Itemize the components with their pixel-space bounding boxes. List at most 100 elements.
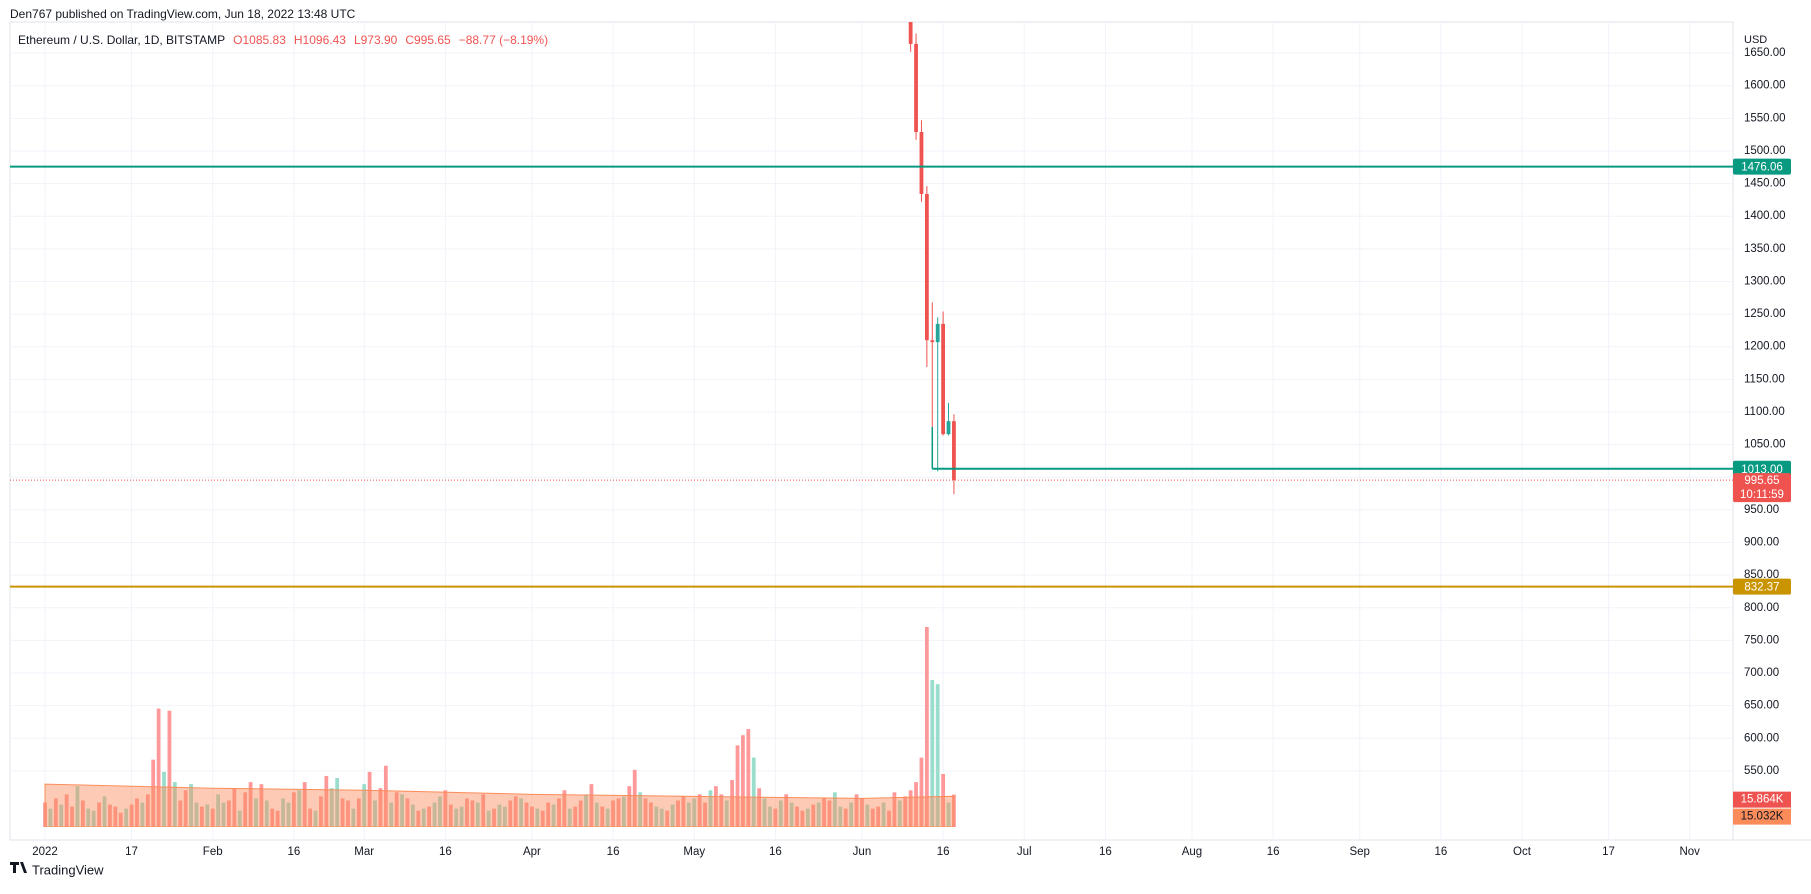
volume-bar (816, 802, 821, 827)
volume-bar (189, 784, 193, 827)
volume-bar (167, 710, 172, 827)
volume-bar (48, 808, 53, 827)
volume-bar (876, 806, 881, 827)
candle-body (908, 22, 913, 44)
volume-bar (443, 790, 448, 827)
volume-bar (53, 798, 58, 827)
volume-bar (805, 808, 810, 827)
volume-bar (324, 775, 329, 827)
volume-bar (881, 802, 886, 827)
volume-bar (221, 802, 226, 827)
volume-bar (351, 808, 356, 827)
volume-bar (172, 782, 177, 827)
candle-body (952, 421, 956, 481)
volume-bar (551, 804, 556, 827)
volume-bar (248, 782, 253, 827)
volume-bar (97, 802, 101, 827)
volume-bar (773, 808, 778, 827)
volume-bar (589, 784, 594, 827)
volume-bar (264, 800, 269, 827)
volume-bar (194, 802, 199, 827)
volume-bar (291, 792, 296, 827)
volume-bar (145, 794, 150, 827)
volume-bar (75, 786, 80, 827)
volume-bar (183, 790, 188, 827)
volume-bar (935, 684, 940, 827)
volume-bar (919, 757, 924, 827)
volume-bar (373, 800, 377, 827)
volume-bar (605, 808, 610, 827)
volume-bar (151, 759, 156, 827)
candle-body (946, 421, 951, 435)
y-tick-label: 600.00 (1744, 732, 1779, 744)
volume-bar (546, 802, 551, 827)
level-label: 1013.00 (1741, 464, 1783, 476)
volume-bar (719, 794, 724, 827)
volume-bar (448, 804, 453, 827)
volume-bar (108, 804, 112, 827)
volume-bar (578, 800, 583, 827)
x-tick-label: 16 (937, 846, 950, 858)
volume-ma-label-box (1733, 808, 1791, 825)
volume-bar (205, 804, 210, 827)
volume-bar (697, 794, 702, 827)
level-label-box (1733, 460, 1791, 477)
volume-bar (887, 810, 891, 827)
legend-open: O1085.83 (233, 33, 286, 47)
volume-bar (800, 810, 805, 827)
volume-bar (686, 802, 691, 827)
volume-bar (113, 806, 118, 827)
volume-bar (665, 810, 670, 827)
volume-bar (70, 806, 74, 827)
level-label-box (1733, 158, 1791, 175)
volume-bar (421, 808, 426, 827)
volume-bar (438, 796, 442, 827)
volume-bar (232, 788, 237, 827)
legend-close: C995.65 (405, 33, 451, 47)
volume-bar (854, 794, 859, 827)
volume-bar (535, 808, 540, 827)
volume-bar (573, 806, 578, 827)
volume-bar (659, 808, 664, 827)
y-tick-label: 1100.00 (1744, 406, 1785, 418)
legend-change: −88.77 (−8.19%) (459, 33, 548, 47)
volume-bar (557, 798, 561, 827)
level-label: 832.37 (1744, 582, 1779, 594)
volume-bar (584, 794, 588, 827)
volume-bar (367, 771, 372, 827)
volume-bar (562, 790, 567, 827)
volume-bar (102, 796, 107, 827)
volume-bar (80, 800, 85, 827)
x-tick-label: Oct (1513, 846, 1532, 858)
volume-bar (200, 806, 204, 827)
volume-bar (703, 802, 707, 827)
plot-frame (9, 21, 1734, 841)
candle-body (924, 194, 929, 341)
volume-bar (638, 792, 643, 827)
volume-bar (622, 796, 626, 827)
volume-bar (210, 808, 215, 827)
candle-body (941, 323, 945, 435)
volume-bar (519, 798, 523, 827)
volume-bar (156, 708, 161, 827)
volume-bar (632, 769, 637, 827)
volume-bar (286, 802, 291, 827)
currency-label: USD (1744, 34, 1767, 46)
plot-layer (43, 22, 956, 827)
legend: Ethereum / U.S. Dollar, 1D, BITSTAMP O108… (18, 33, 548, 47)
volume-bar (124, 808, 129, 827)
publish-header: Den767 published on TradingView.com, Jun… (10, 7, 356, 21)
y-tick-label: 750.00 (1744, 634, 1779, 646)
volume-bar (91, 810, 96, 827)
y-tick-label: 850.00 (1744, 569, 1779, 581)
volume-bar (427, 806, 432, 827)
volume-bar (833, 792, 837, 827)
volume-bar (567, 808, 572, 827)
volume-bar (481, 794, 486, 827)
volume-bar (319, 796, 323, 827)
volume-bar (708, 790, 713, 827)
volume-bar (275, 810, 280, 827)
volume-bar (497, 804, 502, 827)
volume-bar (329, 788, 334, 827)
